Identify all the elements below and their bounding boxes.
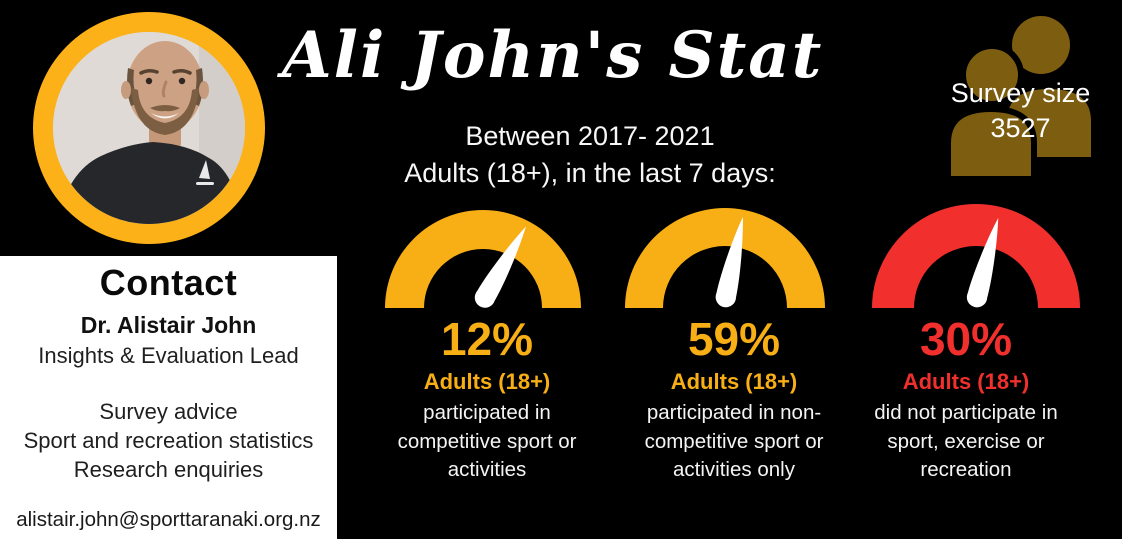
gauge-stat-competitive: 12% Adults (18+) participated in competi… [362, 314, 612, 485]
gauge-description: participated in non- competitive sport o… [644, 401, 824, 481]
gauge-group-label: Adults (18+) [902, 369, 1030, 394]
service-item: Sport and recreation statistics [23, 428, 314, 453]
gauge-group-label: Adults (18+) [423, 369, 551, 394]
gauge-stat-no-participation: 30% Adults (18+) did not participate in … [841, 314, 1091, 485]
gauge-description: did not participate in sport, exercise o… [874, 401, 1058, 481]
gauge-value: 30% [919, 313, 1013, 365]
contact-email: alistair.john@sporttaranaki.org.nz [16, 508, 321, 531]
gauge-chart-competitive [385, 210, 581, 308]
subtitle: Between 2017- 2021 Adults (18+), in the … [330, 118, 850, 192]
gauge-chart-non-competitive [625, 208, 825, 308]
subtitle-line-population: Adults (18+), in the last 7 days: [404, 158, 776, 188]
survey-size-label: Survey size [950, 78, 1091, 108]
contact-role: Insights & Evaluation Lead [38, 343, 299, 368]
contact-panel: Contact Dr. Alistair John Insights & Eva… [0, 256, 337, 539]
portrait-photo [33, 12, 265, 244]
gauge-arc [625, 208, 825, 308]
gauge-stat-non-competitive: 59% Adults (18+) participated in non- co… [609, 314, 859, 485]
survey-size-text: Survey size 3527 [933, 76, 1108, 146]
gauge-arc [872, 204, 1080, 308]
gauge-arc [385, 210, 581, 308]
gauge-needle-icon [474, 226, 526, 308]
gauge-needle-icon [715, 216, 743, 308]
service-item: Survey advice [99, 399, 238, 424]
survey-size-badge: Survey size 3527 [928, 5, 1108, 185]
subtitle-line-period: Between 2017- 2021 [465, 121, 715, 151]
survey-size-value: 3527 [990, 113, 1051, 143]
page-title: Ali John's Stat [282, 18, 824, 93]
gauge-value: 59% [687, 313, 781, 365]
contact-heading: Contact [99, 262, 238, 303]
gauge-description: participated in competitive sport or act… [397, 401, 577, 481]
gauge-value: 12% [440, 313, 534, 365]
gauge-group-label: Adults (18+) [670, 369, 798, 394]
portrait-illustration [53, 32, 245, 224]
gauge-needle-icon [966, 217, 999, 308]
contact-services: Survey advice Sport and recreation stati… [0, 397, 337, 484]
contact-name: Dr. Alistair John [80, 312, 257, 338]
gauge-chart-no-participation [872, 204, 1080, 308]
people-icon [945, 16, 1091, 182]
service-item: Research enquiries [73, 457, 264, 482]
